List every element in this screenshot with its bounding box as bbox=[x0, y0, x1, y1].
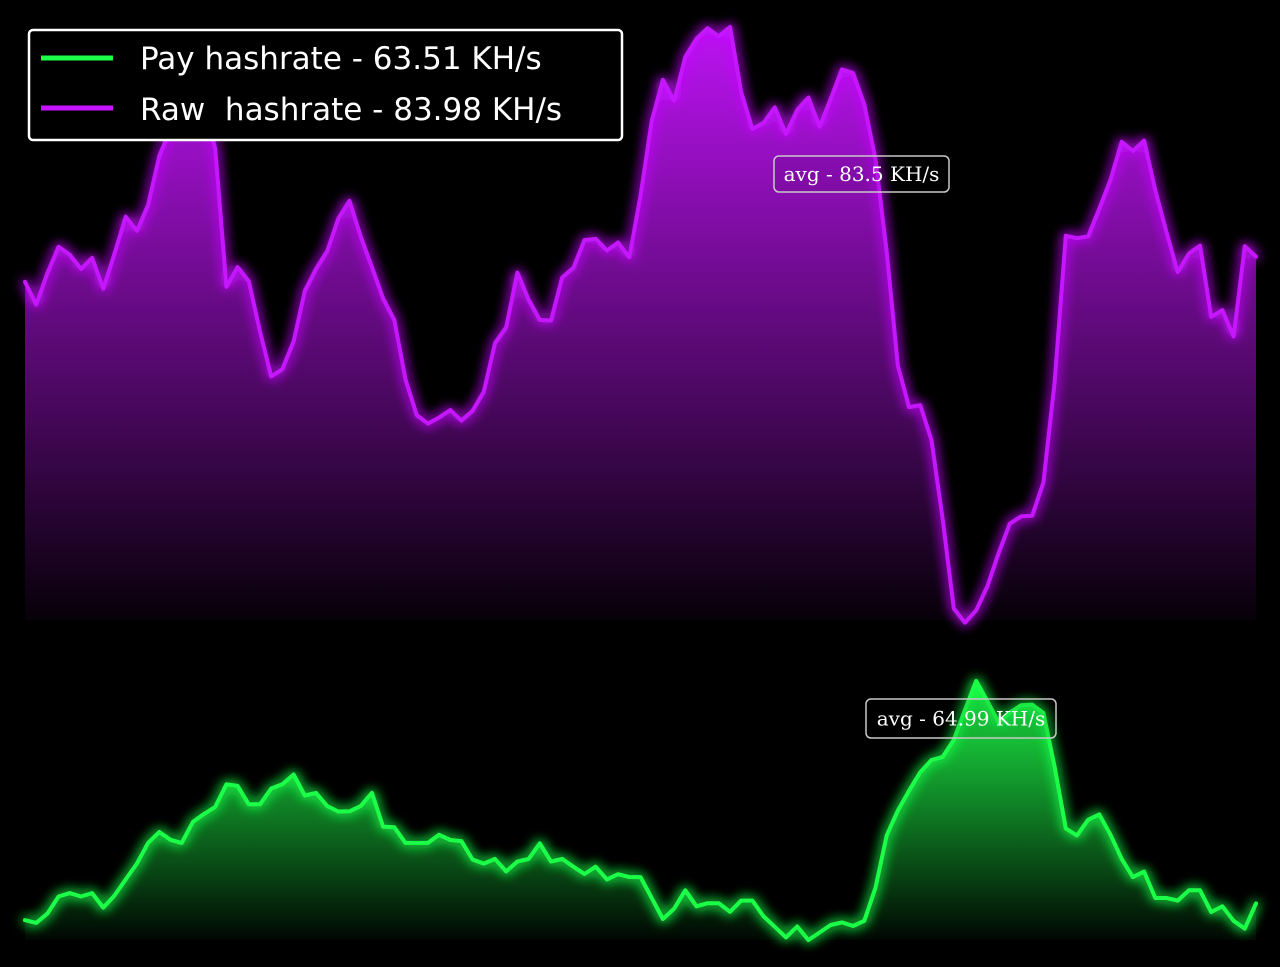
legend-box bbox=[27, 28, 624, 142]
series-raw-group bbox=[23, 25, 1258, 625]
legend-label-raw: Raw hashrate - 83.98 KH/s bbox=[140, 92, 562, 128]
avg-annotation-box bbox=[865, 698, 1057, 739]
annotation-layer: avg - 83.5 KH/s avg - 64.99 KH/s bbox=[773, 155, 1057, 739]
series-raw-line bbox=[23, 25, 1258, 625]
series-pay-area bbox=[25, 681, 1256, 940]
series-layer bbox=[23, 25, 1258, 942]
series-pay-group bbox=[23, 679, 1258, 942]
legend-label-pay: Pay hashrate - 63.51 KH/s bbox=[140, 41, 542, 77]
series-pay-line bbox=[23, 679, 1258, 942]
avg-annotation-box bbox=[773, 155, 950, 193]
avg-annotation-label: avg - 64.99 KH/s bbox=[877, 707, 1046, 731]
legend: Pay hashrate - 63.51 KH/s Raw hashrate -… bbox=[27, 28, 624, 142]
avg-annotation-raw: avg - 83.5 KH/s bbox=[773, 155, 950, 193]
avg-annotation-label: avg - 83.5 KH/s bbox=[784, 162, 940, 186]
avg-annotation-pay: avg - 64.99 KH/s bbox=[865, 698, 1057, 739]
series-raw-area bbox=[25, 27, 1256, 623]
